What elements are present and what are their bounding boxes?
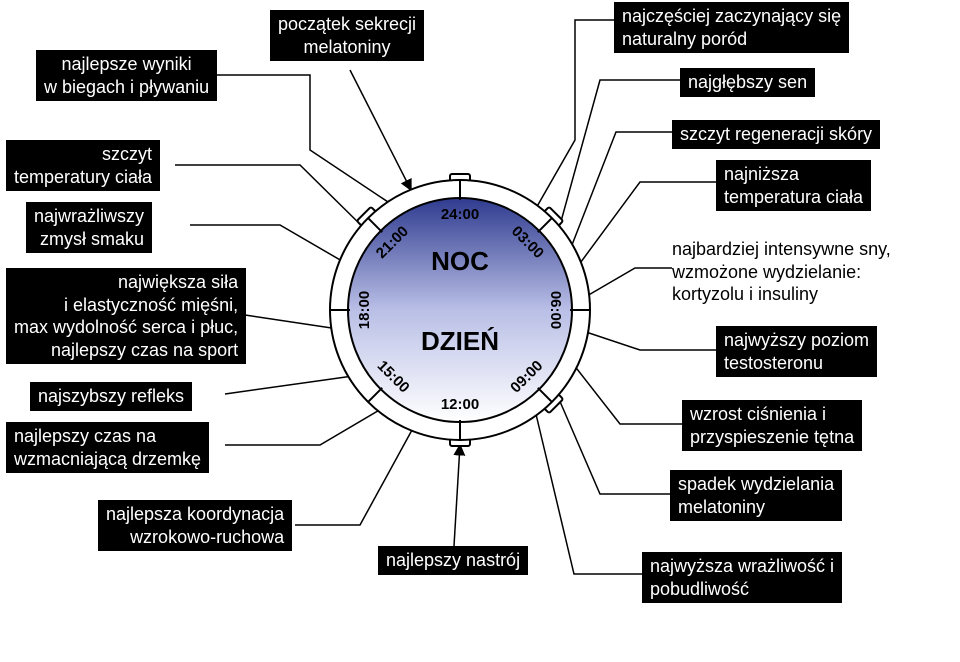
annotation-koordynacja: najlepsza koordynacja wzrokowo-ruchowa — [98, 500, 292, 551]
annotation-sen: najgłębszy sen — [680, 68, 815, 97]
annotation-drzemka: najlepszy czas na wzmacniającą drzemkę — [6, 422, 209, 473]
annotation-wyniki: najlepsze wyniki w biegach i pływaniu — [36, 50, 217, 101]
annotation-skora: szczyt regeneracji skóry — [672, 120, 880, 149]
clock-hour-label: 24:00 — [441, 206, 479, 223]
annotation-sny: najbardziej intensywne sny, wzmożone wyd… — [672, 238, 891, 306]
clock-hour-label: 18:00 — [356, 291, 373, 329]
leader-line — [580, 330, 716, 350]
annotation-mel-spadek: spadek wydzielania melatoniny — [670, 470, 842, 521]
clock-night-label: NOC — [431, 246, 489, 276]
annotation-cisnienie: wzrost ciśnienia i przyspieszenie tętna — [682, 400, 862, 451]
annotation-porod: najczęściej zaczynający się naturalny po… — [614, 2, 849, 53]
annotation-testosteron: najwyższy poziom testosteronu — [716, 326, 877, 377]
annotation-sila: największa siła i elastyczność mięśni, m… — [6, 268, 246, 364]
circadian-clock: 24:0003:0006:0009:0012:0015:0018:0021:00… — [320, 170, 600, 450]
clock-hour-label: 12:00 — [441, 396, 479, 413]
annotation-melatonina: początek sekrecji melatoniny — [270, 10, 424, 61]
annotation-nastroj: najlepszy nastrój — [378, 546, 528, 575]
annotation-pobudliwosc: najwyższa wrażliwość i pobudliwość — [642, 552, 842, 603]
leader-line — [454, 445, 460, 546]
clock-hour-label: 06:00 — [547, 291, 564, 329]
annotation-temp-min: najniższa temperatura ciała — [716, 160, 871, 211]
clock-day-label: DZIEŃ — [421, 326, 499, 356]
annotation-smak: najwrażliwszy zmysł smaku — [26, 202, 152, 253]
annotation-temp-szczyt: szczyt temperatury ciała — [6, 140, 160, 191]
annotation-refleks: najszybszy refleks — [30, 382, 192, 411]
